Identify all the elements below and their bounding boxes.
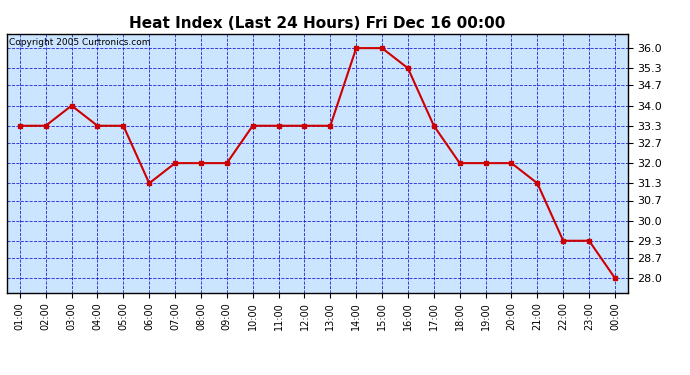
Text: Copyright 2005 Curtronics.com: Copyright 2005 Curtronics.com [9,38,150,46]
Title: Heat Index (Last 24 Hours) Fri Dec 16 00:00: Heat Index (Last 24 Hours) Fri Dec 16 00… [129,16,506,31]
